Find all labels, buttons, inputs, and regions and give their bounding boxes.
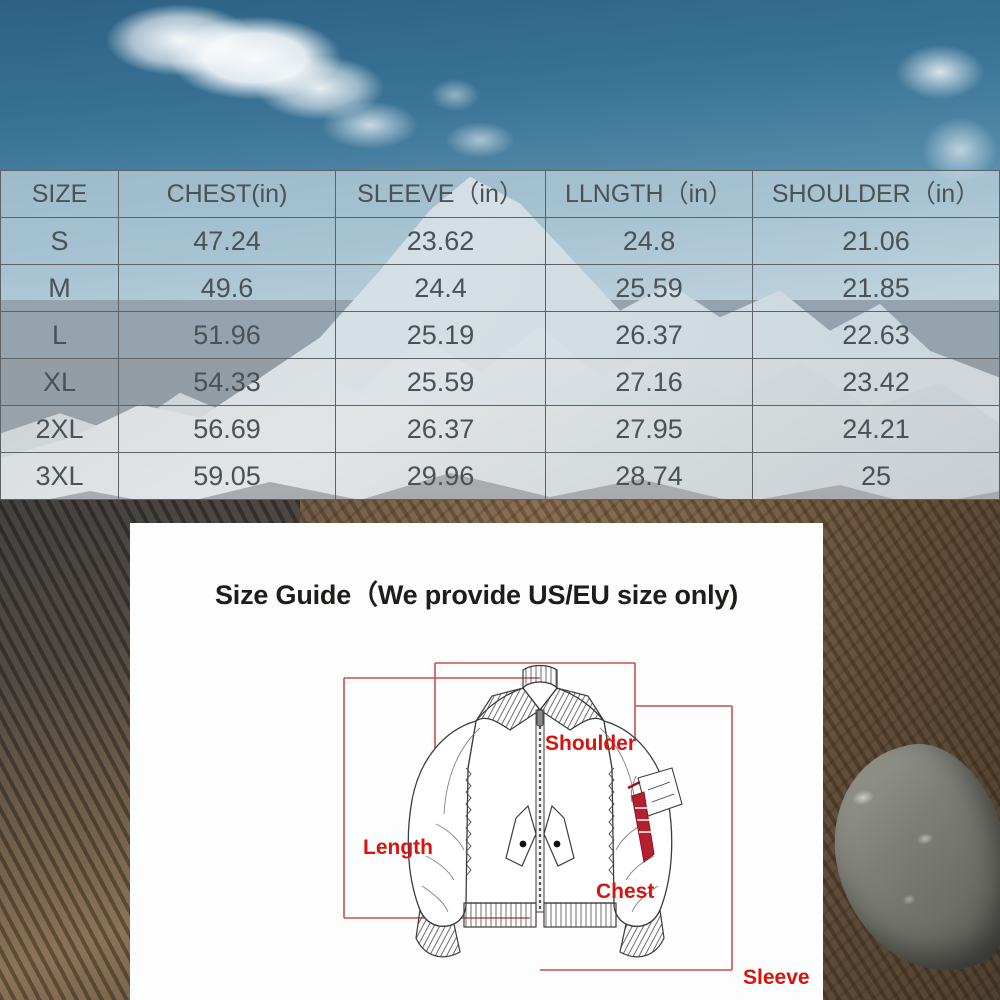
table-header-row: SIZE CHEST(in) SLEEVE（in） LLNGTH（in） SHO… [0,170,1000,218]
cell-length: 24.8 [545,217,753,265]
table-row: S 47.24 23.62 24.8 21.06 [0,217,1000,265]
cell-chest: 54.33 [118,358,336,406]
header-chest: CHEST(in) [118,170,336,218]
cell-length: 25.59 [545,264,753,312]
cell-sleeve: 26.37 [335,405,546,453]
label-length: Length [363,836,433,859]
table-row: M 49.6 24.4 25.59 21.85 [0,264,1000,312]
sleeve-guide-box [540,705,733,971]
table-row: 3XL 59.05 29.96 28.74 25 [0,452,1000,500]
sleeve-pocket [630,767,683,817]
cell-sleeve: 24.4 [335,264,546,312]
table-row: L 51.96 25.19 26.37 22.63 [0,311,1000,359]
size-guide-title: Size Guide（We provide US/EU size only) [214,580,738,610]
header-length: LLNGTH（in） [545,170,753,218]
cell-chest: 51.96 [118,311,336,359]
cell-shoulder: 25 [752,452,1000,500]
cell-chest: 49.6 [118,264,336,312]
header-size: SIZE [0,170,119,218]
cell-size: 3XL [0,452,119,500]
armhole-gather [465,767,615,877]
size-guide-card: Size Guide（We provide US/EU size only) [130,523,823,1000]
cell-chest: 59.05 [118,452,336,500]
cell-length: 27.16 [545,358,753,406]
cell-shoulder: 21.06 [752,217,1000,265]
cell-length: 28.74 [545,452,753,500]
cell-shoulder: 23.42 [752,358,1000,406]
ribbed-collar [475,664,605,731]
cell-length: 27.95 [545,405,753,453]
cell-sleeve: 25.19 [335,311,546,359]
cell-length: 26.37 [545,311,753,359]
cell-sleeve: 23.62 [335,217,546,265]
cell-size: L [0,311,119,359]
cell-size: 2XL [0,405,119,453]
cell-sleeve: 25.59 [335,358,546,406]
header-shoulder: SHOULDER（in） [752,170,1000,218]
jacket-measurement-diagram: Shoulder Length Chest Sleeve [240,618,840,989]
ribbed-hem [463,902,617,928]
cell-size: XL [0,358,119,406]
size-chart-table: SIZE CHEST(in) SLEEVE（in） LLNGTH（in） SHO… [0,170,1000,500]
cell-size: S [0,217,119,265]
cell-size: M [0,264,119,312]
front-pockets [505,804,575,867]
cell-shoulder: 24.21 [752,405,1000,453]
table-row: XL 54.33 25.59 27.16 23.42 [0,358,1000,406]
label-sleeve: Sleeve [743,966,810,989]
header-sleeve: SLEEVE（in） [335,170,546,218]
cell-shoulder: 21.85 [752,264,1000,312]
table-row: 2XL 56.69 26.37 27.95 24.21 [0,405,1000,453]
cell-sleeve: 29.96 [335,452,546,500]
label-shoulder: Shoulder [545,732,637,755]
cell-shoulder: 22.63 [752,311,1000,359]
cell-chest: 47.24 [118,217,336,265]
red-zipper-pull [627,780,655,863]
ribbed-cuffs [415,907,665,958]
cell-chest: 56.69 [118,405,336,453]
front-zipper [535,709,545,913]
label-chest: Chest [596,880,655,903]
